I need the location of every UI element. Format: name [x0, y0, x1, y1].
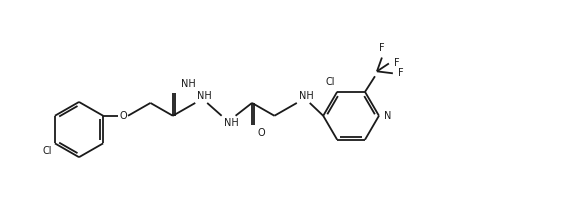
Text: NH: NH: [181, 79, 195, 89]
Text: O: O: [258, 128, 266, 138]
Text: N: N: [384, 111, 391, 121]
Text: O: O: [119, 111, 127, 121]
Text: Cl: Cl: [325, 77, 335, 87]
Text: NH: NH: [223, 118, 238, 128]
Text: F: F: [394, 58, 400, 69]
Text: Cl: Cl: [43, 146, 52, 156]
Text: NH: NH: [299, 91, 313, 101]
Text: F: F: [379, 43, 385, 53]
Text: NH: NH: [197, 91, 212, 101]
Text: F: F: [398, 68, 403, 78]
